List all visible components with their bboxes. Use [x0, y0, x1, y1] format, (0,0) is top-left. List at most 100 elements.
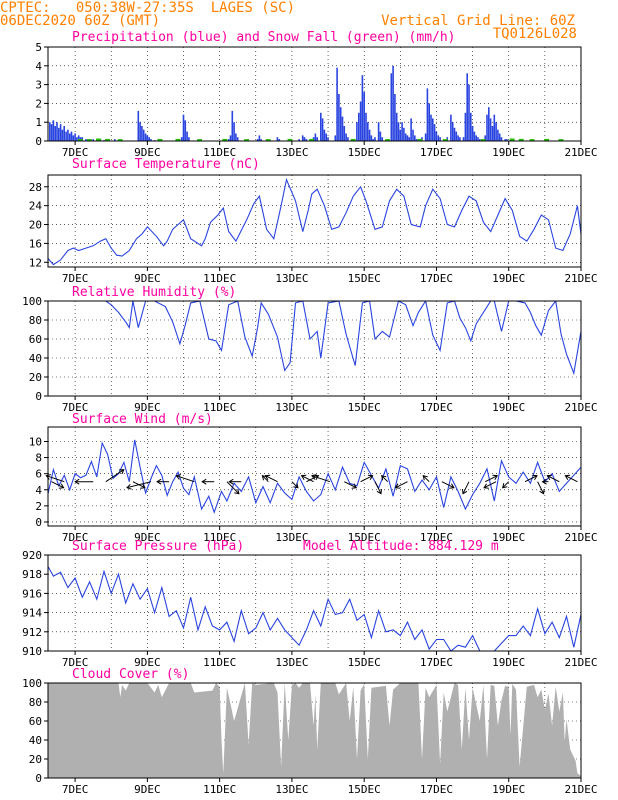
- precip-bar: [410, 118, 412, 141]
- precip-bar: [415, 139, 418, 141]
- wind-arrow-head: [140, 483, 146, 489]
- cloud-ytick-label: 80: [29, 696, 42, 709]
- precip-bar: [327, 137, 329, 141]
- precip-bar: [278, 139, 281, 141]
- temperature-panel: Surface Temperature (nC) 12 16 20 24 28 7DEC 9…: [29, 157, 598, 285]
- humidity-xtick-label: 17DEC: [420, 401, 453, 414]
- wind-arrow-head: [74, 478, 80, 485]
- precip-bar: [227, 139, 230, 141]
- temperature-xtick-label: 15DEC: [348, 272, 381, 285]
- wind-arrow-head: [234, 488, 240, 495]
- temperature-xtick-label: 13DEC: [275, 272, 308, 285]
- precip-bar: [466, 73, 468, 141]
- precip-bar: [424, 133, 427, 141]
- precip-bar: [258, 135, 261, 141]
- cloud-ytick-label: 40: [29, 734, 42, 747]
- humidity-ytick-label: 60: [29, 333, 42, 346]
- pressure-xtick-label: 11DEC: [203, 656, 236, 669]
- wind-arrow: [537, 481, 545, 494]
- cloud-area: [48, 683, 581, 778]
- precip-panel: Precipitation (blue) and Snow Fall (gree…: [35, 30, 597, 159]
- pressure-xtick-label: 15DEC: [348, 656, 381, 669]
- precip-bar: [146, 135, 149, 141]
- precip-bar: [50, 124, 53, 141]
- humidity-xtick-label: 21DEC: [564, 401, 597, 414]
- precip-xtick-label: 15DEC: [348, 146, 381, 159]
- precip-bar: [188, 137, 190, 141]
- wind-arrow: [462, 481, 470, 494]
- precip-bar: [504, 139, 506, 141]
- wind-arrow: [547, 475, 560, 483]
- precip-bar: [339, 107, 342, 141]
- wind-arrow: [422, 475, 430, 483]
- precip-bar: [451, 122, 454, 141]
- wind-arrow: [126, 481, 152, 489]
- cloud-xtick-label: 19DEC: [492, 783, 525, 796]
- precip-bar: [321, 118, 324, 141]
- cloud-panel: Cloud Cover (%) 0 20 40 60 80 100 7DEC 9DEC 11DE…: [22, 667, 597, 796]
- precip-bar: [437, 135, 440, 141]
- precip-bar: [150, 139, 152, 141]
- wind-arrow: [226, 481, 240, 495]
- date-header: 06DEC2020 60Z (GMT): [0, 13, 160, 29]
- temperature-title: Surface Temperature (nC): [72, 157, 260, 172]
- temperature-xtick-label: 21DEC: [564, 272, 597, 285]
- cloud-title: Cloud Cover (%): [72, 667, 189, 682]
- precip-bar: [459, 137, 461, 141]
- precip-bar: [49, 122, 51, 141]
- precip-bar: [488, 107, 490, 141]
- precip-frame: [47, 46, 582, 142]
- pressure-frame: [47, 554, 582, 652]
- precip-ytick-label: 0: [35, 135, 42, 148]
- temperature-ytick-label: 28: [29, 181, 42, 194]
- precip-bar: [314, 133, 317, 141]
- wind-arrow: [176, 475, 195, 483]
- precip-bar: [114, 139, 116, 141]
- humidity-panel: Relative Humidity (%) 0 20 40 60 80 100 7DEC 9D…: [22, 285, 597, 414]
- wind-arrow-head: [300, 474, 307, 481]
- wind-arrow: [374, 481, 382, 494]
- cloud-ytick-label: 100: [22, 677, 42, 690]
- precip-ytick-label: 5: [35, 41, 42, 54]
- precip-bar: [323, 129, 326, 141]
- precip-bar: [368, 129, 371, 141]
- precip-bar: [491, 126, 494, 141]
- temperature-frame: [47, 174, 582, 268]
- precip-ytick-label: 4: [35, 60, 42, 73]
- pressure-ytick-label: 918: [22, 568, 42, 581]
- wind-arrow-head: [462, 488, 468, 495]
- humidity-series-line: [105, 301, 581, 376]
- wind-ytick-label: 10: [29, 435, 42, 448]
- humidity-ytick-label: 20: [29, 371, 42, 384]
- precip-bar: [432, 118, 434, 141]
- precip-bar: [439, 137, 441, 141]
- humidity-xtick-label: 15DEC: [348, 401, 381, 414]
- precip-bar: [397, 122, 400, 141]
- humidity-xtick-label: 19DEC: [492, 401, 525, 414]
- precip-bar: [426, 88, 429, 141]
- precip-bar: [305, 139, 308, 141]
- precip-bar: [403, 127, 405, 141]
- wind-title: Surface Wind (m/s): [72, 412, 213, 427]
- wind-arrow-head: [532, 474, 538, 481]
- precip-bar: [367, 122, 369, 141]
- wind-arrow-head: [201, 478, 207, 485]
- precip-bar: [394, 94, 396, 141]
- wind-speed-line: [48, 439, 581, 514]
- wind-arrow: [46, 475, 65, 483]
- precip-bar: [343, 126, 346, 141]
- wind-arrow: [344, 481, 357, 489]
- wind-arrow-head: [313, 474, 320, 481]
- precip-bar: [144, 133, 147, 141]
- snow-bar: [518, 138, 524, 141]
- wind-arrow-head: [483, 483, 489, 489]
- precip-xtick-label: 7DEC: [62, 146, 89, 159]
- pressure-xtick-label: 19DEC: [492, 656, 525, 669]
- humidity-frame: [47, 300, 582, 397]
- precip-bar: [412, 129, 414, 141]
- temperature-series-line: [48, 177, 581, 266]
- grid-line-note: Vertical Grid Line: 60Z: [381, 13, 575, 29]
- precip-xtick-label: 21DEC: [564, 146, 597, 159]
- wind-arrow-head: [564, 474, 571, 481]
- precip-xtick-label: 17DEC: [420, 146, 453, 159]
